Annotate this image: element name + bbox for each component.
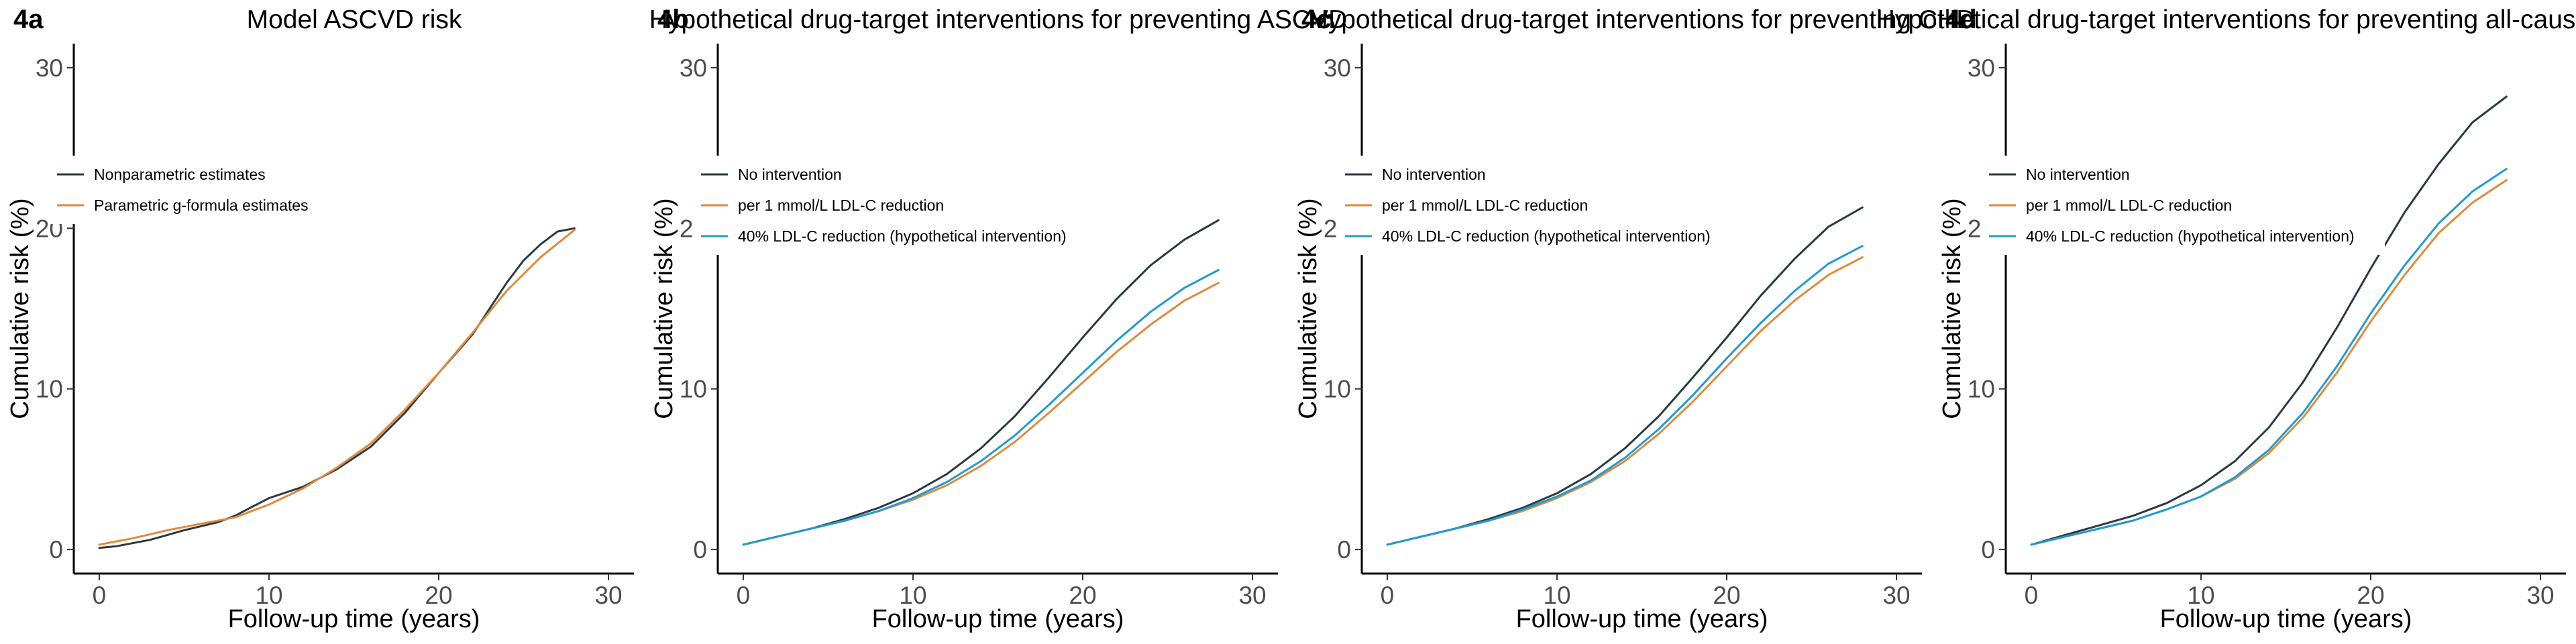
series-line-3: [742, 269, 1220, 546]
x-tick-label: 30: [1882, 582, 1910, 609]
legend-label-3: 40% LDL-C reduction (hypothetical interv…: [738, 227, 1067, 245]
y-tick-label: 10: [680, 376, 707, 403]
x-tick-label: 10: [2187, 582, 2214, 609]
x-tick-label: 0: [93, 582, 107, 609]
x-tick-label: 0: [737, 582, 751, 609]
y-tick-label: 10: [1968, 376, 1995, 403]
series-line-1: [742, 219, 1220, 546]
y-tick-label: 10: [36, 376, 63, 403]
x-tick-label: 0: [2025, 582, 2039, 609]
x-axis-title: Follow-up time (years): [1516, 605, 1768, 633]
y-axis-title: Cumulative risk (%): [1294, 198, 1322, 419]
series-line-2: [98, 229, 576, 546]
panel-title: Hypothetical drug-target interventions f…: [649, 5, 1348, 34]
y-tick-label: 0: [693, 536, 707, 564]
y-tick-label: 0: [1337, 536, 1351, 564]
y-tick-label: 0: [49, 536, 63, 564]
x-tick-label: 20: [425, 582, 452, 609]
legend-background: [694, 156, 1097, 255]
y-tick-label: 30: [680, 54, 707, 82]
x-tick-label: 0: [1381, 582, 1395, 609]
x-tick-label: 20: [2357, 582, 2384, 609]
legend-label-2: Parametric g-formula estimates: [94, 197, 309, 214]
x-tick-label: 30: [1238, 582, 1266, 609]
x-tick-label: 10: [1543, 582, 1570, 609]
y-axis-title: Cumulative risk (%): [6, 198, 34, 419]
x-axis-title: Follow-up time (years): [228, 605, 480, 633]
y-tick-label: 0: [1981, 536, 1995, 564]
legend-label-3: 40% LDL-C reduction (hypothetical interv…: [2026, 227, 2355, 245]
legend-label-1: No intervention: [1382, 166, 1486, 183]
series-line-3: [2030, 168, 2508, 546]
panel-tag: 4c: [1301, 5, 1332, 34]
legend-label-1: Nonparametric estimates: [94, 166, 266, 183]
x-axis-title: Follow-up time (years): [872, 605, 1124, 633]
series-line-3: [1386, 245, 1864, 546]
x-tick-label: 30: [2526, 582, 2554, 609]
x-tick-label: 20: [1713, 582, 1740, 609]
x-tick-label: 30: [594, 582, 622, 609]
legend-background: [1982, 156, 2385, 255]
series-line-2: [1386, 256, 1864, 546]
series-line-1: [1386, 206, 1864, 546]
y-tick-label: 10: [1324, 376, 1351, 403]
legend-background: [50, 156, 332, 224]
panel-title: Hypothetical drug-target interventions f…: [1309, 5, 1976, 34]
panel-tag: 4d: [1945, 5, 1977, 34]
panel-tag: 4a: [13, 5, 44, 34]
panel-tag: 4b: [657, 5, 689, 34]
legend-background: [1338, 156, 1741, 255]
panel-title: Hypothetical drug-target interventions f…: [1876, 5, 2576, 34]
series-line-2: [742, 282, 1220, 546]
legend-label-2: per 1 mmol/L LDL-C reduction: [738, 197, 944, 214]
y-tick-label: 30: [36, 54, 63, 82]
y-axis-title: Cumulative risk (%): [650, 198, 678, 419]
x-tick-label: 20: [1069, 582, 1096, 609]
legend-label-3: 40% LDL-C reduction (hypothetical interv…: [1382, 227, 1711, 245]
y-tick-label: 30: [1324, 54, 1351, 82]
panel-title: Model ASCVD risk: [247, 5, 462, 34]
legend-label-2: per 1 mmol/L LDL-C reduction: [1382, 197, 1588, 214]
x-axis-title: Follow-up time (years): [2160, 605, 2412, 633]
y-axis-title: Cumulative risk (%): [1938, 198, 1966, 419]
legend-label-1: No intervention: [738, 166, 842, 183]
x-tick-label: 10: [899, 582, 926, 609]
legend-label-1: No intervention: [2026, 166, 2130, 183]
legend-label-2: per 1 mmol/L LDL-C reduction: [2026, 197, 2232, 214]
y-tick-label: 30: [1968, 54, 1995, 82]
x-tick-label: 10: [255, 582, 282, 609]
series-line-1: [98, 227, 576, 549]
series-line-1: [2030, 95, 2508, 546]
